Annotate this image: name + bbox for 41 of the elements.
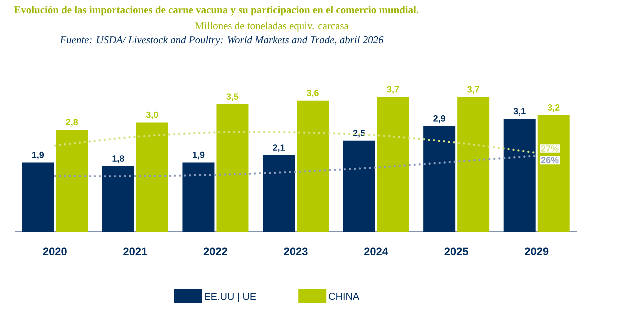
- bar: [424, 126, 456, 232]
- data-label: 3,0: [146, 112, 158, 120]
- data-label: 3,5: [226, 94, 239, 102]
- data-label: 26%: [541, 157, 559, 164]
- data-label: 1,9: [193, 152, 205, 160]
- x-tick-label: 2020: [43, 248, 67, 256]
- x-tick-label: 2022: [204, 248, 228, 256]
- bar: [343, 140, 376, 232]
- source-note: Fuente: USDA/ Livestock and Poultry: World Markets and Trade, abril 2026: [60, 36, 384, 46]
- data-label: 3,7: [468, 86, 480, 94]
- legend-label: CHINA: [329, 293, 360, 300]
- bar: [538, 115, 570, 232]
- bar: [22, 162, 54, 232]
- x-tick-label: 2021: [124, 248, 148, 256]
- bar: [216, 104, 249, 232]
- data-label: 3,6: [306, 90, 319, 98]
- x-tick-label: 2023: [284, 248, 308, 256]
- x-tick-label: 2024: [364, 248, 388, 256]
- data-label: 2,9: [434, 115, 446, 124]
- bar: [182, 162, 215, 232]
- x-tick-label: 2029: [525, 248, 549, 256]
- data-label: 1,8: [112, 156, 124, 164]
- bar: [297, 100, 330, 232]
- bar: [458, 97, 490, 232]
- data-label: 3,1: [514, 108, 526, 116]
- data-label: 3,2: [548, 104, 560, 112]
- data-label: 2,1: [273, 144, 285, 152]
- bar: [263, 155, 295, 232]
- x-tick-label: 2025: [444, 248, 468, 256]
- bar: [504, 119, 536, 232]
- bar: [56, 130, 88, 232]
- legend-label: EE.UU | UE: [205, 292, 256, 302]
- data-label: 27%: [541, 146, 559, 152]
- bar: [102, 166, 134, 232]
- bar: [377, 97, 410, 232]
- data-label: 2,8: [66, 119, 78, 127]
- data-label: 1,9: [32, 152, 44, 160]
- data-label: 3,7: [387, 86, 400, 94]
- bar: [136, 122, 168, 232]
- chart-subtitle: Millones de toneladas equiv. carcasa: [195, 22, 349, 32]
- chart-title: Evolución de las importaciones de carne vacuna y su participacion en el comercio mundial.: [14, 6, 419, 16]
